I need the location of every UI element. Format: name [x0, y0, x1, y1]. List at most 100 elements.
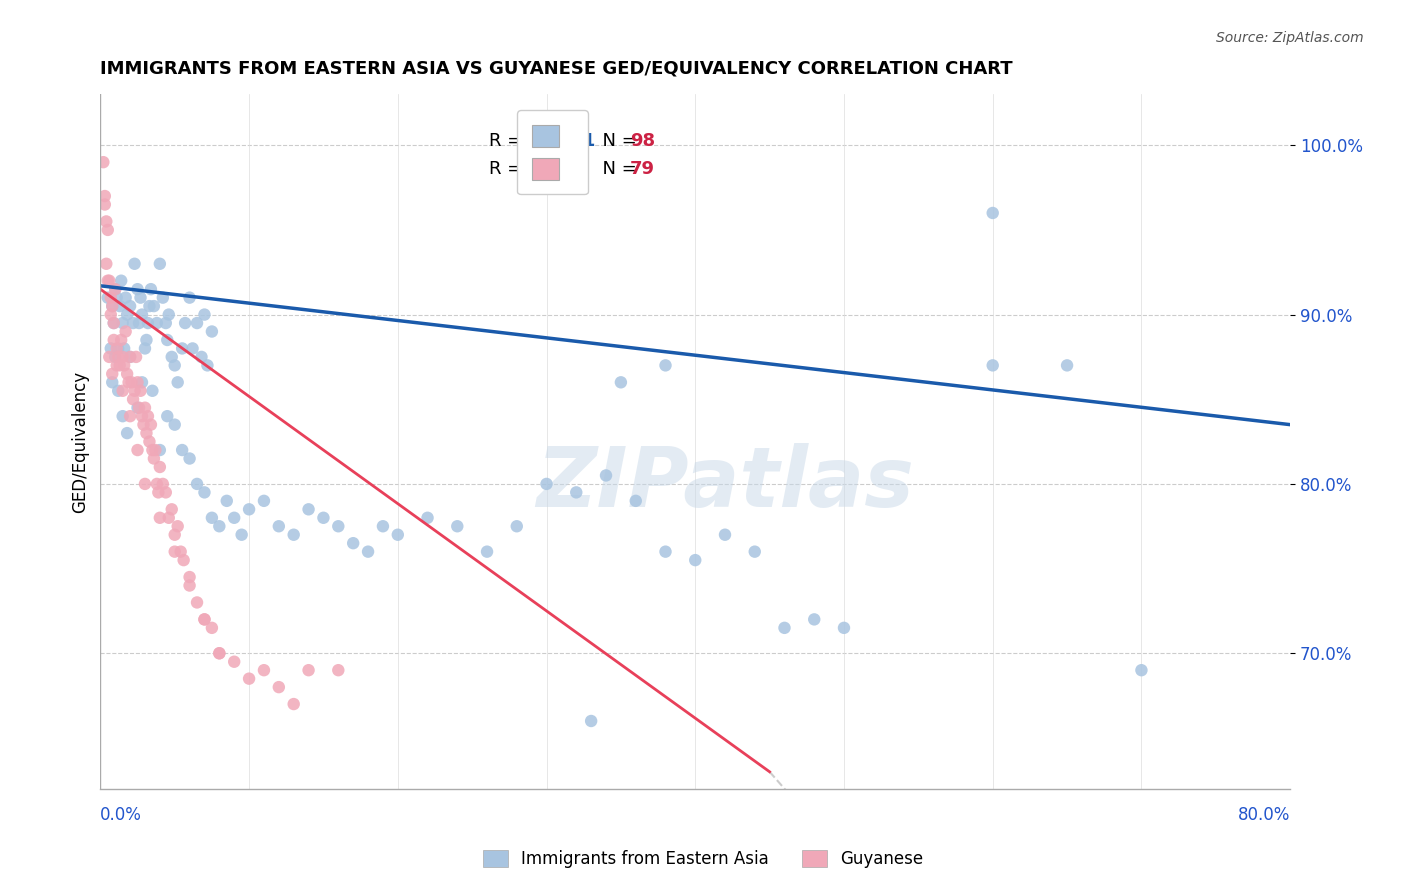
Point [174, 316, 197, 330]
Point [103, 316, 125, 330]
Point [105, 359, 128, 373]
Point [101, 367, 124, 381]
Text: 0.0%: 0.0% [100, 805, 142, 823]
Point [100, 291, 122, 305]
Text: -0.191: -0.191 [531, 132, 595, 150]
Point [127, 282, 149, 296]
Point [579, 714, 602, 728]
Point [253, 493, 276, 508]
Point [186, 595, 208, 609]
Point [120, 299, 142, 313]
Point [179, 578, 201, 592]
Text: 80.0%: 80.0% [1237, 805, 1291, 823]
Text: R =: R = [489, 132, 529, 150]
Point [654, 359, 676, 373]
Point [536, 477, 558, 491]
Point [120, 350, 142, 364]
Text: Source: ZipAtlas.com: Source: ZipAtlas.com [1216, 31, 1364, 45]
Point [136, 409, 159, 424]
Point [193, 485, 215, 500]
Point [103, 333, 125, 347]
Point [267, 519, 290, 533]
Point [128, 316, 150, 330]
Point [197, 359, 219, 373]
Point [139, 417, 162, 432]
Point [595, 468, 617, 483]
Point [139, 282, 162, 296]
Point [371, 519, 394, 533]
Point [163, 417, 186, 432]
Point [156, 333, 179, 347]
Point [179, 570, 201, 584]
Point [101, 299, 124, 313]
Point [132, 417, 155, 432]
Point [152, 291, 174, 305]
Point [108, 359, 131, 373]
Point [224, 655, 246, 669]
Point [141, 384, 163, 398]
Point [624, 493, 647, 508]
Point [201, 621, 224, 635]
Point [114, 291, 136, 305]
Point [166, 519, 188, 533]
Point [179, 451, 201, 466]
Point [131, 409, 153, 424]
Point [121, 376, 143, 390]
Point [714, 527, 737, 541]
Point [193, 612, 215, 626]
Point [832, 621, 855, 635]
Point [135, 426, 157, 441]
Point [166, 376, 188, 390]
Point [803, 612, 825, 626]
Point [169, 544, 191, 558]
Point [97, 274, 120, 288]
Point [1056, 359, 1078, 373]
Point [328, 519, 350, 533]
Point [112, 342, 135, 356]
Point [387, 527, 409, 541]
Point [97, 223, 120, 237]
Point [104, 282, 127, 296]
Point [115, 308, 138, 322]
Point [131, 308, 153, 322]
Point [136, 316, 159, 330]
Legend: Immigrants from Eastern Asia, Guyanese: Immigrants from Eastern Asia, Guyanese [475, 843, 931, 875]
Point [97, 291, 120, 305]
Point [108, 299, 131, 313]
Point [149, 257, 172, 271]
Point [98, 350, 121, 364]
Point [101, 299, 124, 313]
Point [148, 485, 170, 500]
Point [157, 510, 180, 524]
Point [96, 214, 118, 228]
Point [138, 434, 160, 449]
Point [145, 443, 167, 458]
Point [117, 376, 139, 390]
Point [141, 443, 163, 458]
Point [104, 350, 127, 364]
Point [163, 527, 186, 541]
Text: R =: R = [489, 160, 529, 178]
Text: 98: 98 [630, 132, 655, 150]
Point [224, 510, 246, 524]
Point [190, 350, 212, 364]
Point [101, 376, 124, 390]
Point [416, 510, 439, 524]
Point [297, 663, 319, 677]
Point [231, 527, 253, 541]
Point [142, 451, 165, 466]
Point [654, 544, 676, 558]
Point [98, 274, 121, 288]
Text: ZIPatlas: ZIPatlas [536, 443, 914, 524]
Point [193, 612, 215, 626]
Point [146, 477, 169, 491]
Point [253, 663, 276, 677]
Point [111, 384, 134, 398]
Point [1130, 663, 1153, 677]
Text: N =: N = [591, 132, 643, 150]
Point [981, 206, 1004, 220]
Point [104, 282, 127, 296]
Point [297, 502, 319, 516]
Point [111, 316, 134, 330]
Point [683, 553, 706, 567]
